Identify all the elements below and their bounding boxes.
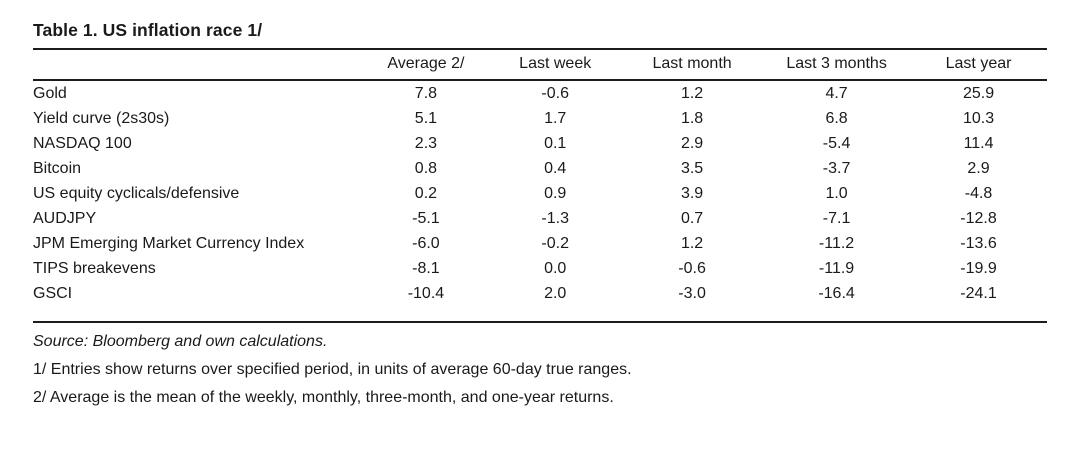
- value-cell: 11.4: [963, 134, 994, 152]
- table-body: Gold 7.8 -0.6 1.2 4.7 25.9 Yield curve (2s30s)…: [33, 80, 1047, 306]
- document-page: Table 1. US inflation race 1/ Average 2/…: [33, 20, 1047, 412]
- value-cell: -19.9: [960, 259, 997, 277]
- value-cell: -11.2: [818, 234, 855, 252]
- row-label: JPM Emerging Market Currency Index: [33, 234, 305, 252]
- footnote-2: 2/ Average is the mean of the weekly, mo…: [33, 389, 614, 406]
- header-row: Average 2/Last week Last month Last 3 mont…: [33, 50, 1047, 80]
- table-row: Gold 7.8 -0.6 1.2 4.7 25.9: [33, 80, 1047, 106]
- column-header: Last 3 months: [786, 55, 887, 72]
- value-cell: 3.5: [680, 159, 704, 177]
- value-cell: 0.8: [414, 159, 438, 177]
- value-cell: 10.3: [962, 109, 995, 127]
- table-row: Yield curve (2s30s) 5.1 1.7 1.8 6.8 10.3: [33, 106, 1047, 131]
- value-cell: -16.4: [818, 284, 855, 302]
- value-cell: -13.6: [960, 234, 997, 252]
- value-cell: -7.1: [822, 209, 851, 227]
- value-cell: 6.8: [825, 109, 848, 127]
- value-cell: 1.7: [544, 109, 567, 127]
- value-cell: 2.9: [967, 159, 990, 177]
- value-cell: -5.1: [412, 209, 440, 227]
- row-label: Gold: [33, 84, 67, 102]
- row-label: Bitcoin: [33, 159, 82, 177]
- value-cell: -12.8: [960, 209, 997, 227]
- value-cell: 0.7: [680, 209, 704, 227]
- value-cell: 0.2: [414, 184, 438, 202]
- value-cell: -8.1: [412, 259, 440, 277]
- value-cell: -3.0: [678, 284, 706, 302]
- source-note: Source: Bloomberg and own calculations.: [33, 333, 328, 350]
- value-cell: 25.9: [962, 84, 995, 102]
- value-cell: -5.4: [822, 134, 851, 152]
- value-cell: 2.0: [544, 284, 567, 302]
- table-footer: Source: Bloomberg and own calculations. …: [33, 323, 1047, 412]
- table-row: JPM Emerging Market Currency Index -6.0 -0…: [33, 231, 1047, 256]
- rule-top: [33, 48, 1047, 50]
- table-row: NASDAQ 100 2.3 0.1 2.9 -5.4 11.4: [33, 131, 1047, 156]
- value-cell: -1.3: [541, 209, 569, 227]
- column-header: Last month: [652, 55, 732, 72]
- column-header: Average 2/: [387, 55, 465, 72]
- value-cell: -0.2: [541, 234, 569, 252]
- table-row: AUDJPY -5.1 -1.3 0.7 -7.1 -12.8: [33, 206, 1047, 231]
- footnote-1: 1/ Entries show returns over specified p…: [33, 361, 632, 378]
- value-cell: 3.9: [680, 184, 704, 202]
- value-cell: 2.9: [680, 134, 704, 152]
- value-cell: 7.8: [414, 84, 438, 102]
- row-label-header: [33, 50, 363, 80]
- value-cell: -4.8: [964, 184, 993, 202]
- value-cell: -6.0: [412, 234, 440, 252]
- value-cell: 2.3: [414, 134, 438, 152]
- row-label: Yield curve (2s30s): [33, 109, 170, 127]
- value-cell: 1.2: [680, 234, 704, 252]
- spacer: [33, 306, 1047, 321]
- value-cell: -3.7: [822, 159, 851, 177]
- inflation-race-table: Average 2/Last week Last month Last 3 mont…: [33, 50, 1047, 306]
- table-row: US equity cyclicals/defensive 0.2 0.9 3.9 1.…: [33, 181, 1047, 206]
- value-cell: -0.6: [678, 259, 706, 277]
- value-cell: -11.9: [818, 259, 855, 277]
- column-header: Last week: [519, 55, 592, 72]
- value-cell: 0.1: [544, 134, 567, 152]
- column-header: Last year: [945, 55, 1012, 72]
- value-cell: 1.8: [680, 109, 704, 127]
- row-label: NASDAQ 100: [33, 134, 132, 152]
- table-title: Table 1. US inflation race 1/: [33, 20, 263, 40]
- value-cell: 5.1: [414, 109, 438, 127]
- value-cell: -24.1: [960, 284, 997, 302]
- table-header: Average 2/Last week Last month Last 3 mont…: [33, 50, 1047, 80]
- value-cell: 1.0: [825, 184, 848, 202]
- value-cell: -0.6: [541, 84, 569, 102]
- row-label: US equity cyclicals/defensive: [33, 184, 240, 202]
- value-cell: 0.4: [544, 159, 567, 177]
- row-label: GSCI: [33, 284, 73, 302]
- value-cell: 4.7: [825, 84, 848, 102]
- value-cell: -10.4: [407, 284, 445, 302]
- value-cell: 0.0: [544, 259, 567, 277]
- value-cell: 1.2: [680, 84, 704, 102]
- row-label: TIPS breakevens: [33, 259, 156, 277]
- value-cell: 0.9: [544, 184, 567, 202]
- table-row: TIPS breakevens -8.1 0.0 -0.6 -11.9 -19.9: [33, 256, 1047, 281]
- rule-bottom: [33, 321, 1047, 323]
- table-row: GSCI -10.4 2.0 -3.0 -16.4 -24.1: [33, 281, 1047, 306]
- row-label: AUDJPY: [33, 209, 97, 227]
- table-row: Bitcoin 0.8 0.4 3.5 -3.7 2.9: [33, 156, 1047, 181]
